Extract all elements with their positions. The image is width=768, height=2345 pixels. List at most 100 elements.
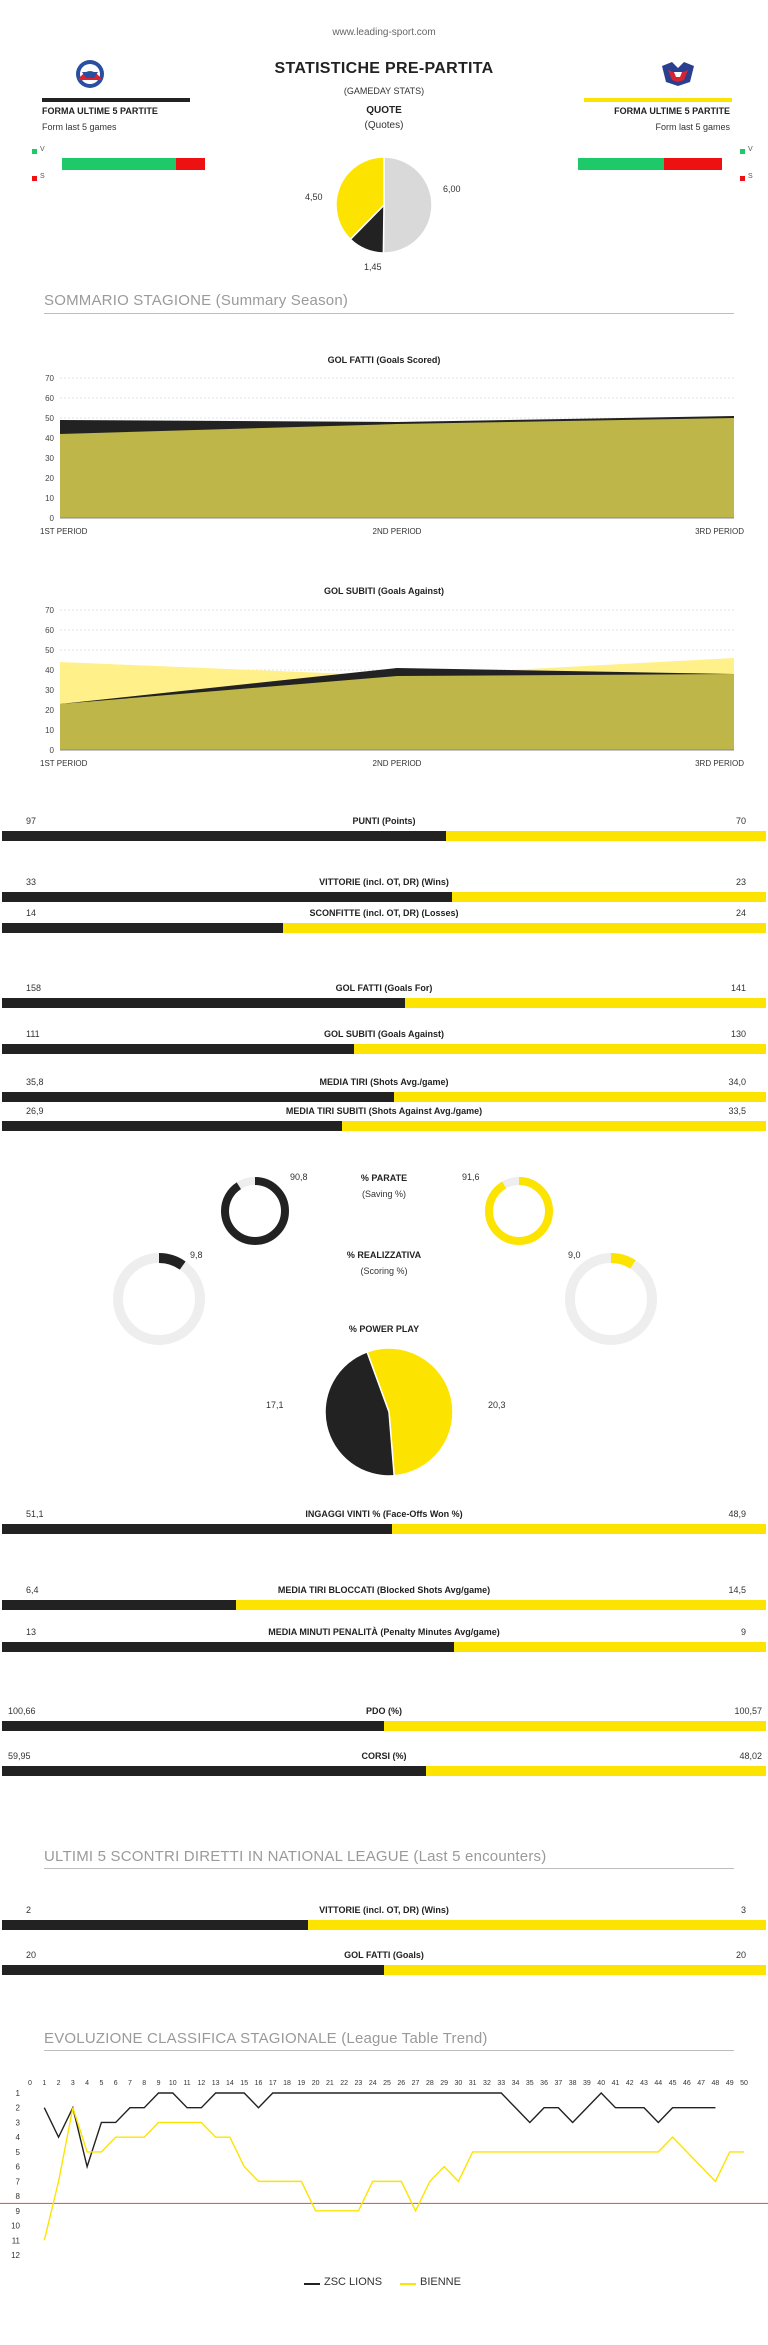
stat-away-value: 33,5 bbox=[728, 1106, 746, 1116]
stat-home-bar bbox=[2, 923, 283, 933]
trend-heading: EVOLUZIONE CLASSIFICA STAGIONALE (League… bbox=[44, 2030, 488, 2047]
scoring-home-value: 9,8 bbox=[190, 1250, 203, 1260]
stat-home-value: 97 bbox=[26, 816, 37, 826]
powerplay-pie-chart bbox=[324, 1347, 454, 1477]
stat-away-value: 9 bbox=[740, 1627, 746, 1637]
powerplay-home-value: 17,1 bbox=[266, 1400, 284, 1410]
saving-home-value: 90,8 bbox=[290, 1172, 308, 1182]
quote-home-value: 4,50 bbox=[305, 192, 323, 202]
away-loss-legend-swatch bbox=[740, 176, 745, 181]
stat-home-value: 14 bbox=[26, 908, 37, 918]
x-tick-label: 22 bbox=[340, 2080, 348, 2087]
goals-against-chart: 0 10 20 30 40 50 60 70 1ST PERIOD 2ND PERIOD 3RD P… bbox=[40, 606, 744, 768]
x-tick-label: 24 bbox=[369, 2080, 377, 2087]
stat-home-bar bbox=[2, 1524, 392, 1534]
x-tick-label: 20 bbox=[312, 2080, 320, 2087]
trend-legend-home-swatch bbox=[304, 2283, 320, 2285]
quote-away-value: 6,00 bbox=[443, 184, 461, 194]
y-tick-label: 12 bbox=[11, 2251, 20, 2260]
ring-track bbox=[565, 1253, 657, 1345]
quote-subtitle: (Quotes) bbox=[364, 120, 404, 131]
trend-legend-home-label: ZSC LIONS bbox=[324, 2276, 383, 2288]
x-tick-label: 5 bbox=[99, 2080, 103, 2087]
x-tick-label: 32 bbox=[483, 2080, 491, 2087]
x-tick-label: 50 bbox=[740, 2080, 748, 2087]
trend-line-bienne bbox=[43, 2107, 744, 2241]
x-tick-label: 44 bbox=[654, 2080, 662, 2087]
x-tick-label: 21 bbox=[326, 2080, 334, 2087]
stat-home-value: 51,1 bbox=[26, 1509, 44, 1519]
y-tick-label: 6 bbox=[16, 2163, 21, 2172]
x-tick-label: 1ST PERIOD bbox=[40, 527, 88, 536]
away-form-accent-bar bbox=[584, 98, 732, 102]
away-form-win-fill bbox=[578, 158, 665, 170]
stat-home-value: 26,9 bbox=[26, 1106, 44, 1116]
x-tick-label: 27 bbox=[412, 2080, 420, 2087]
stat-home-value: 111 bbox=[26, 1029, 40, 1039]
y-tick-label: 50 bbox=[45, 646, 54, 655]
x-tick-label: 42 bbox=[626, 2080, 634, 2087]
stat-away-bar bbox=[342, 1121, 766, 1131]
away-form-subtitle: Form last 5 games bbox=[655, 122, 730, 132]
stat-home-value: 100,66 bbox=[8, 1706, 36, 1716]
x-tick-label: 9 bbox=[157, 2080, 161, 2087]
x-tick-label: 38 bbox=[569, 2080, 577, 2087]
powerplay-slice-away bbox=[366, 1347, 454, 1477]
saving-away-ring bbox=[485, 1177, 553, 1245]
x-tick-label: 3RD PERIOD bbox=[695, 759, 744, 768]
goals-scored-chart: 0 10 20 30 40 50 60 70 1ST PERIOD 2ND PERIOD 3RD P… bbox=[40, 374, 744, 536]
stat-away-value: 20 bbox=[735, 1950, 746, 1960]
x-tick-label: 26 bbox=[397, 2080, 405, 2087]
quote-slice-home bbox=[335, 156, 385, 241]
x-tick-label: 35 bbox=[526, 2080, 534, 2087]
home-loss-legend-swatch bbox=[32, 176, 37, 181]
stat-away-value: 130 bbox=[730, 1029, 746, 1039]
stat-away-value: 70 bbox=[735, 816, 746, 826]
x-tick-label: 41 bbox=[612, 2080, 620, 2087]
stat-home-bar bbox=[2, 1721, 384, 1731]
y-tick-label: 10 bbox=[45, 494, 54, 503]
home-form-bar bbox=[62, 158, 205, 170]
y-tick-label: 10 bbox=[11, 2222, 20, 2231]
stat-away-bar bbox=[454, 1642, 766, 1652]
x-tick-label: 3 bbox=[71, 2080, 75, 2087]
quote-slice-away bbox=[382, 156, 433, 254]
x-tick-label: 40 bbox=[597, 2080, 605, 2087]
stat-home-bar bbox=[2, 1965, 384, 1975]
stat-home-bar bbox=[2, 892, 452, 902]
stat-label: MEDIA TIRI SUBITI (Shots Against Avg./ga… bbox=[285, 1106, 483, 1116]
y-tick-label: 60 bbox=[45, 626, 54, 635]
x-tick-label: 11 bbox=[183, 2080, 190, 2087]
away-loss-legend-label: S bbox=[748, 173, 753, 180]
ring-fill bbox=[485, 1177, 553, 1245]
x-tick-label: 30 bbox=[455, 2080, 463, 2087]
stat-label: GOL FATTI (Goals For) bbox=[335, 983, 433, 993]
x-tick-label: 2ND PERIOD bbox=[373, 759, 422, 768]
stat-label: PUNTI (Points) bbox=[352, 816, 416, 826]
stat-home-bar bbox=[2, 1766, 426, 1776]
stat-label: MEDIA TIRI (Shots Avg./game) bbox=[319, 1077, 449, 1087]
x-tick-label: 0 bbox=[28, 2080, 32, 2087]
stat-home-value: 35,8 bbox=[26, 1077, 44, 1087]
powerplay-away-value: 20,3 bbox=[488, 1400, 506, 1410]
x-tick-label: 23 bbox=[355, 2080, 363, 2087]
stat-away-bar bbox=[426, 1766, 766, 1776]
powerplay-title: % POWER PLAY bbox=[348, 1324, 420, 1334]
summary-heading: SOMMARIO STAGIONE (Summary Season) bbox=[44, 292, 349, 309]
x-tick-label: 3RD PERIOD bbox=[695, 527, 744, 536]
stat-label: GOL SUBITI (Goals Against) bbox=[323, 1029, 444, 1039]
saving-title: % PARATE bbox=[360, 1173, 408, 1183]
y-tick-label: 50 bbox=[45, 414, 54, 423]
x-tick-label: 31 bbox=[469, 2080, 477, 2087]
scoring-away-ring bbox=[565, 1253, 657, 1345]
ring-track bbox=[113, 1253, 205, 1345]
y-tick-label: 60 bbox=[45, 394, 54, 403]
h2h-divider bbox=[44, 1868, 734, 1869]
ring-fill bbox=[565, 1253, 657, 1345]
stat-away-value: 14,5 bbox=[728, 1585, 746, 1595]
stat-home-bar bbox=[2, 831, 446, 841]
home-form-accent-bar bbox=[42, 98, 190, 102]
x-tick-label: 1ST PERIOD bbox=[40, 759, 88, 768]
x-tick-label: 28 bbox=[426, 2080, 434, 2087]
stat-away-value: 24 bbox=[735, 908, 746, 918]
